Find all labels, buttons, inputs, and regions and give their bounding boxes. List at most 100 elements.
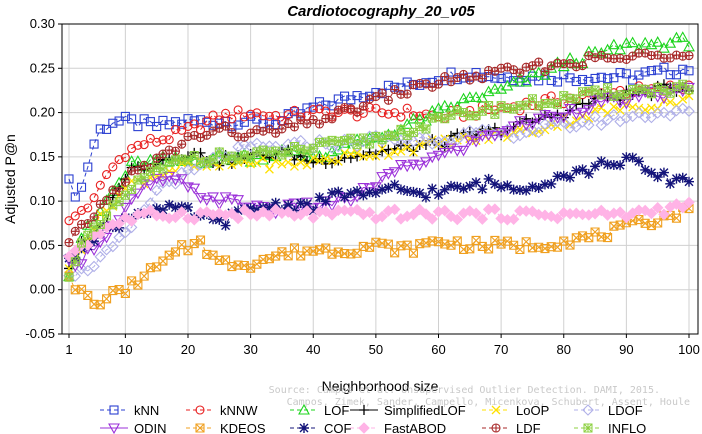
x-tick-label: 40 xyxy=(306,342,320,357)
data-point xyxy=(526,119,539,131)
data-point xyxy=(333,94,343,104)
data-point xyxy=(609,102,619,112)
legend-label: COF xyxy=(324,421,352,434)
data-point xyxy=(526,66,539,78)
data-point xyxy=(264,147,274,157)
data-point xyxy=(482,130,495,142)
data-point xyxy=(557,116,570,129)
data-point xyxy=(646,89,656,99)
y-tick-label: 0.15 xyxy=(30,149,55,164)
data-point xyxy=(546,178,557,189)
data-point xyxy=(295,198,306,209)
x-tick-label: 100 xyxy=(678,342,700,357)
data-point xyxy=(307,212,320,224)
legend-label: ODIN xyxy=(134,421,167,434)
x-tick-label: 70 xyxy=(494,342,508,357)
data-point xyxy=(676,102,689,115)
legend-marker xyxy=(358,422,370,434)
data-point xyxy=(125,215,138,227)
data-point xyxy=(108,200,118,210)
data-point xyxy=(157,204,168,215)
series-line xyxy=(68,206,690,306)
data-point xyxy=(489,179,500,190)
data-point xyxy=(175,206,188,218)
watermark-line-1: Source: Campos et al. Unsupervised Outli… xyxy=(269,385,660,396)
data-point xyxy=(351,203,363,216)
data-point xyxy=(377,108,387,118)
data-point xyxy=(621,90,631,100)
data-point xyxy=(420,192,431,203)
legend-label: kNN xyxy=(134,403,159,418)
data-point xyxy=(370,187,381,198)
series-layer xyxy=(63,31,695,310)
data-point xyxy=(364,187,375,198)
data-point xyxy=(402,89,412,99)
legend-marker xyxy=(108,423,120,434)
data-point xyxy=(133,280,143,290)
data-point xyxy=(102,211,112,221)
legend: kNN kNNW LOF SimplifiedLOF LoOP LDOF ODIN KDEOS… xyxy=(100,403,646,434)
data-point xyxy=(540,67,550,77)
data-point xyxy=(653,82,663,92)
data-point xyxy=(577,61,588,71)
data-point xyxy=(509,104,519,114)
data-point xyxy=(465,244,475,254)
data-point xyxy=(358,190,369,201)
data-point xyxy=(470,207,482,220)
data-point xyxy=(388,167,401,178)
data-point xyxy=(520,126,532,139)
legend-item-fastabod: FastABOD xyxy=(350,421,446,434)
data-point xyxy=(382,169,395,180)
data-point xyxy=(283,251,293,261)
data-point xyxy=(584,76,594,87)
x-axis-label: Neighborhood size xyxy=(322,378,439,394)
data-point xyxy=(621,69,631,79)
data-point xyxy=(108,118,118,128)
data-point xyxy=(459,108,469,118)
data-point xyxy=(633,106,645,119)
data-point xyxy=(113,217,125,230)
data-point xyxy=(120,190,130,200)
data-point xyxy=(534,101,544,111)
x-tick-label: 30 xyxy=(243,342,257,357)
data-point xyxy=(421,124,431,134)
data-point xyxy=(327,135,337,145)
data-point xyxy=(476,213,489,225)
data-point xyxy=(678,64,688,74)
data-point xyxy=(70,192,80,202)
data-point xyxy=(590,73,600,84)
data-point xyxy=(665,70,675,80)
data-point xyxy=(558,170,569,181)
data-point xyxy=(314,104,325,114)
data-point xyxy=(264,164,274,174)
data-point xyxy=(70,226,80,236)
data-point xyxy=(439,184,450,195)
data-point xyxy=(401,133,413,146)
data-point xyxy=(89,193,99,203)
data-point xyxy=(271,128,281,138)
data-point xyxy=(308,115,318,125)
data-point xyxy=(263,209,276,222)
data-point xyxy=(113,215,126,226)
data-point xyxy=(145,117,155,127)
data-point xyxy=(246,152,256,162)
data-point xyxy=(395,184,406,195)
data-point xyxy=(603,74,613,84)
data-point xyxy=(651,36,664,47)
data-point xyxy=(401,161,414,173)
data-point xyxy=(551,212,564,225)
x-tick-label: 60 xyxy=(431,342,445,357)
data-point xyxy=(352,91,362,101)
data-point xyxy=(383,80,393,90)
data-point xyxy=(157,176,169,188)
data-point xyxy=(139,271,149,281)
data-point xyxy=(621,152,632,163)
data-point xyxy=(127,114,137,124)
data-point xyxy=(277,124,287,134)
legend-item-ldof: LDOF xyxy=(574,403,643,418)
data-point xyxy=(595,119,608,131)
data-point xyxy=(120,177,130,187)
data-point xyxy=(576,116,589,128)
data-point xyxy=(119,202,132,214)
data-point xyxy=(369,182,382,193)
